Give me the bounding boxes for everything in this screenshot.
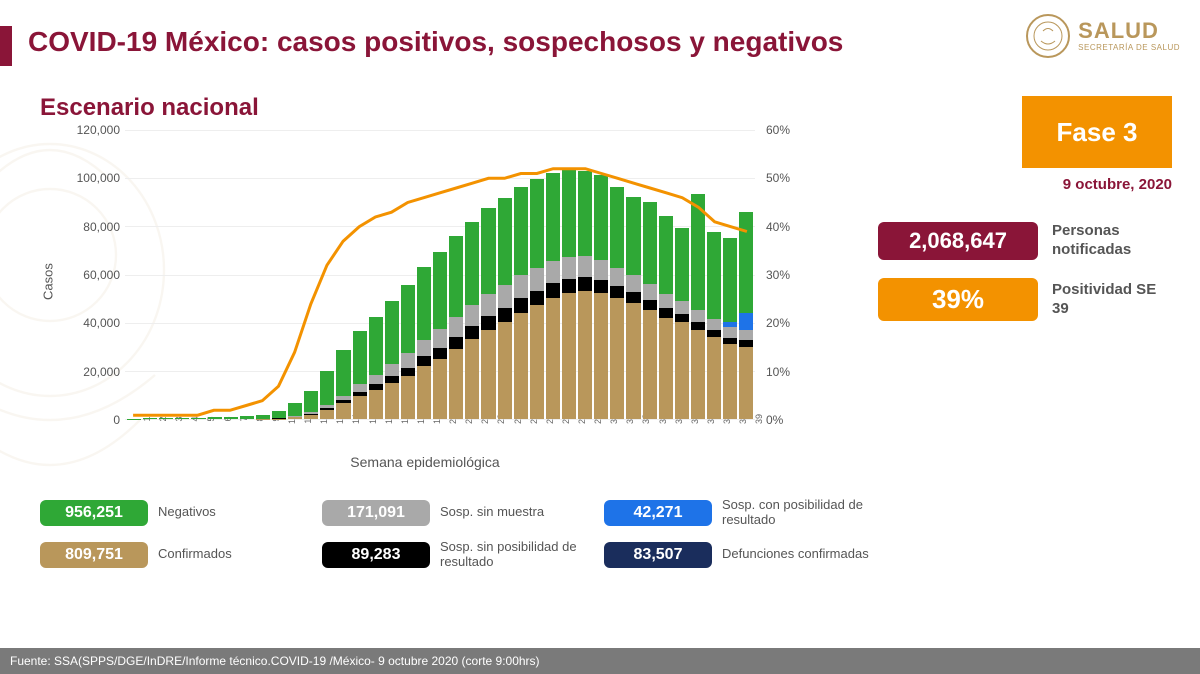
stat-positivity-label: Positividad SE 39 — [1052, 281, 1172, 319]
bar-week-30: 30 — [594, 175, 608, 419]
logo: SALUD SECRETARÍA DE SALUD — [1026, 14, 1180, 58]
bar-week-27: 27 — [546, 173, 560, 419]
y-right-tick: 60% — [760, 123, 810, 137]
bar-week-3: 3 — [159, 418, 173, 419]
gov-seal-icon — [1026, 14, 1070, 58]
y-left-tick: 120,000 — [40, 123, 120, 137]
y-left-tick: 60,000 — [40, 268, 120, 282]
legend-negativos: 956,251 Negativos — [40, 498, 310, 528]
bar-week-17: 17 — [385, 301, 399, 419]
bar-week-2: 2 — [143, 418, 157, 419]
footer-source: Fuente: SSA(SPPS/DGE/InDRE/Informe técni… — [0, 648, 1200, 674]
stat-positivity: 39% Positividad SE 39 — [878, 278, 1172, 321]
legend-confirmados: 809,751 Confirmados — [40, 540, 310, 570]
bar-week-32: 32 — [626, 197, 640, 419]
legend-sosp-sin-muestra-value: 171,091 — [322, 500, 430, 526]
y-right-tick: 30% — [760, 268, 810, 282]
stat-notified: 2,068,647 Personas notificadas — [878, 222, 1172, 260]
phase-badge: Fase 3 — [1022, 96, 1172, 168]
y-left-tick: 0 — [40, 413, 120, 427]
bar-week-24: 24 — [498, 198, 512, 419]
legend-confirmados-value: 809,751 — [40, 542, 148, 568]
y-left-tick: 100,000 — [40, 171, 120, 185]
bar-week-39: 39 — [739, 212, 753, 419]
bar-week-19: 19 — [417, 267, 431, 419]
bar-week-35: 35 — [675, 228, 689, 419]
x-axis-title: Semana epidemiológica — [40, 454, 810, 470]
legend-sosp-con-posib-label: Sosp. con posibilidad de resultado — [722, 498, 874, 528]
bar-week-14: 14 — [336, 350, 350, 419]
bar-week-7: 7 — [224, 417, 238, 419]
bar-week-9: 9 — [256, 415, 270, 419]
legend-sosp-con-posib-value: 42,271 — [604, 500, 712, 526]
title-accent-bar — [0, 26, 12, 66]
y-left-tick: 80,000 — [40, 220, 120, 234]
legend-sosp-sin-posib-value: 89,283 — [322, 542, 430, 568]
stat-positivity-value: 39% — [878, 278, 1038, 321]
bar-week-8: 8 — [240, 416, 254, 419]
bar-week-18: 18 — [401, 285, 415, 419]
legend-sosp-con-posib: 42,271 Sosp. con posibilidad de resultad… — [604, 498, 874, 528]
bar-week-28: 28 — [562, 170, 576, 419]
stat-notified-value: 2,068,647 — [878, 222, 1038, 260]
legend-sosp-sin-posib: 89,283 Sosp. sin posibilidad de resultad… — [322, 540, 592, 570]
y-right-tick: 10% — [760, 365, 810, 379]
y-right-tick: 20% — [760, 316, 810, 330]
bar-week-16: 16 — [369, 317, 383, 419]
bar-week-13: 13 — [320, 371, 334, 419]
legend-sosp-sin-posib-label: Sosp. sin posibilidad de resultado — [440, 540, 592, 570]
bar-week-10: 10 — [272, 411, 286, 419]
bar-week-29: 29 — [578, 171, 592, 419]
bar-week-25: 25 — [514, 187, 528, 419]
bar-week-20: 20 — [433, 252, 447, 419]
bar-week-6: 6 — [208, 417, 222, 419]
bar-week-21: 21 — [449, 236, 463, 419]
phase-label: Fase 3 — [1057, 117, 1138, 148]
x-tick: 1 — [140, 416, 152, 421]
bar-week-26: 26 — [530, 179, 544, 419]
bar-week-31: 31 — [610, 187, 624, 419]
bar-week-36: 36 — [691, 194, 705, 419]
legend-sosp-sin-muestra-label: Sosp. sin muestra — [440, 505, 544, 520]
subtitle: Escenario nacional — [40, 94, 259, 122]
report-date: 9 octubre, 2020 — [1063, 176, 1172, 193]
legend-negativos-label: Negativos — [158, 505, 216, 520]
bar-week-38: 38 — [723, 238, 737, 419]
y-left-tick: 20,000 — [40, 365, 120, 379]
logo-main-text: SALUD — [1078, 20, 1180, 42]
stat-notified-label: Personas notificadas — [1052, 222, 1172, 260]
bar-week-12: 12 — [304, 391, 318, 419]
y-right-tick: 40% — [760, 220, 810, 234]
main-chart: Casos 1234567891011121314151617181920212… — [40, 130, 810, 470]
logo-sub-text: SECRETARÍA DE SALUD — [1078, 44, 1180, 52]
legend-defunciones-value: 83,507 — [604, 542, 712, 568]
legend: 956,251 Negativos 171,091 Sosp. sin mues… — [40, 498, 874, 570]
legend-defunciones: 83,507 Defunciones confirmadas — [604, 540, 874, 570]
bar-week-15: 15 — [353, 331, 367, 419]
bar-week-33: 33 — [643, 202, 657, 419]
bar-week-22: 22 — [465, 222, 479, 419]
bar-week-37: 37 — [707, 232, 721, 419]
legend-confirmados-label: Confirmados — [158, 547, 232, 562]
bar-week-5: 5 — [191, 418, 205, 419]
y-left-tick: 40,000 — [40, 316, 120, 330]
y-right-tick: 50% — [760, 171, 810, 185]
bar-week-4: 4 — [175, 418, 189, 419]
legend-negativos-value: 956,251 — [40, 500, 148, 526]
bar-week-11: 11 — [288, 403, 302, 419]
page-title: COVID-19 México: casos positivos, sospec… — [28, 26, 843, 58]
legend-sosp-sin-muestra: 171,091 Sosp. sin muestra — [322, 498, 592, 528]
y-right-tick: 0% — [760, 413, 810, 427]
legend-defunciones-label: Defunciones confirmadas — [722, 547, 869, 562]
bar-week-34: 34 — [659, 216, 673, 419]
bar-week-23: 23 — [481, 208, 495, 419]
